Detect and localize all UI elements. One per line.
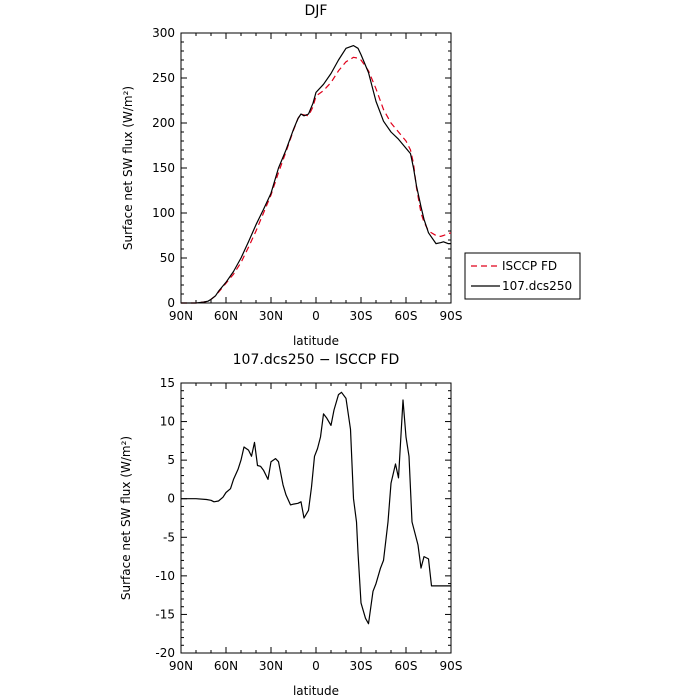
bottom-series-line-0 (181, 391, 451, 625)
bottom-ytick-label: 10 (160, 415, 175, 429)
top-xtick-label: 0 (312, 309, 320, 323)
bottom-panel-title: 107.dcs250 − ISCCP FD (233, 352, 400, 368)
bottom-xtick-label: 0 (312, 659, 320, 673)
top-ytick-label: 100 (152, 206, 175, 220)
bottom-ytick-label: 5 (167, 453, 175, 467)
top-panel: DJF 90N 60N 30N 0 30S 60S 90S 0 50 100 150 200 250 30… (121, 3, 581, 348)
bottom-xtick-label: 30N (259, 659, 283, 673)
top-panel-frame (180, 32, 452, 304)
bottom-panel-xlabel: latitude (293, 684, 339, 698)
top-series-line-1 (181, 44, 451, 304)
top-ytick-label: 200 (152, 116, 175, 130)
top-panel-ticks: 90N 60N 30N 0 30S 60S 90S 0 50 100 150 200 250 300 (152, 26, 462, 323)
top-xtick-label: 90N (169, 309, 193, 323)
bottom-panel: 107.dcs250 − ISCCP FD 90N 60N 30N 0 30S 60S 90… (119, 352, 462, 698)
top-xtick-label: 90S (440, 309, 463, 323)
top-panel-title: DJF (305, 3, 328, 19)
bottom-xtick-label: 60N (214, 659, 238, 673)
top-ytick-label: 250 (152, 71, 175, 85)
bottom-panel-series (181, 391, 451, 625)
legend: ISCCP FD 107.dcs250 (464, 252, 581, 300)
top-panel-xlabel: latitude (293, 334, 339, 348)
top-ytick-label: 150 (152, 161, 175, 175)
bottom-ytick-label: -20 (155, 646, 175, 660)
top-xtick-label: 30S (350, 309, 373, 323)
legend-label-isccp: ISCCP FD (502, 259, 557, 273)
top-panel-series (181, 44, 452, 304)
legend-box (464, 252, 581, 300)
bottom-panel-frame (180, 382, 452, 654)
bottom-xtick-label: 90N (169, 659, 193, 673)
top-ytick-label: 0 (167, 296, 175, 310)
top-xtick-label: 30N (259, 309, 283, 323)
bottom-xtick-label: 30S (350, 659, 373, 673)
bottom-panel-ylabel: Surface net SW flux (W/m²) (119, 436, 133, 600)
top-xtick-label: 60N (214, 309, 238, 323)
bottom-panel-ticks: 90N 60N 30N 0 30S 60S 90S -20 -15 -10 -5 0 5 10 15 (155, 376, 462, 673)
bottom-ytick-label: -5 (163, 530, 175, 544)
bottom-ytick-label: -10 (155, 569, 175, 583)
legend-label-model: 107.dcs250 (502, 279, 572, 293)
bottom-ytick-label: 15 (160, 376, 175, 390)
top-ytick-label: 300 (152, 26, 175, 40)
top-xtick-label: 60S (395, 309, 418, 323)
top-panel-ylabel: Surface net SW flux (W/m²) (121, 86, 135, 250)
bottom-ytick-label: -15 (155, 607, 175, 621)
bottom-xtick-label: 60S (395, 659, 418, 673)
top-ytick-label: 50 (160, 251, 175, 265)
bottom-xtick-label: 90S (440, 659, 463, 673)
bottom-ytick-label: 0 (167, 492, 175, 506)
top-series-line-0 (181, 56, 452, 304)
